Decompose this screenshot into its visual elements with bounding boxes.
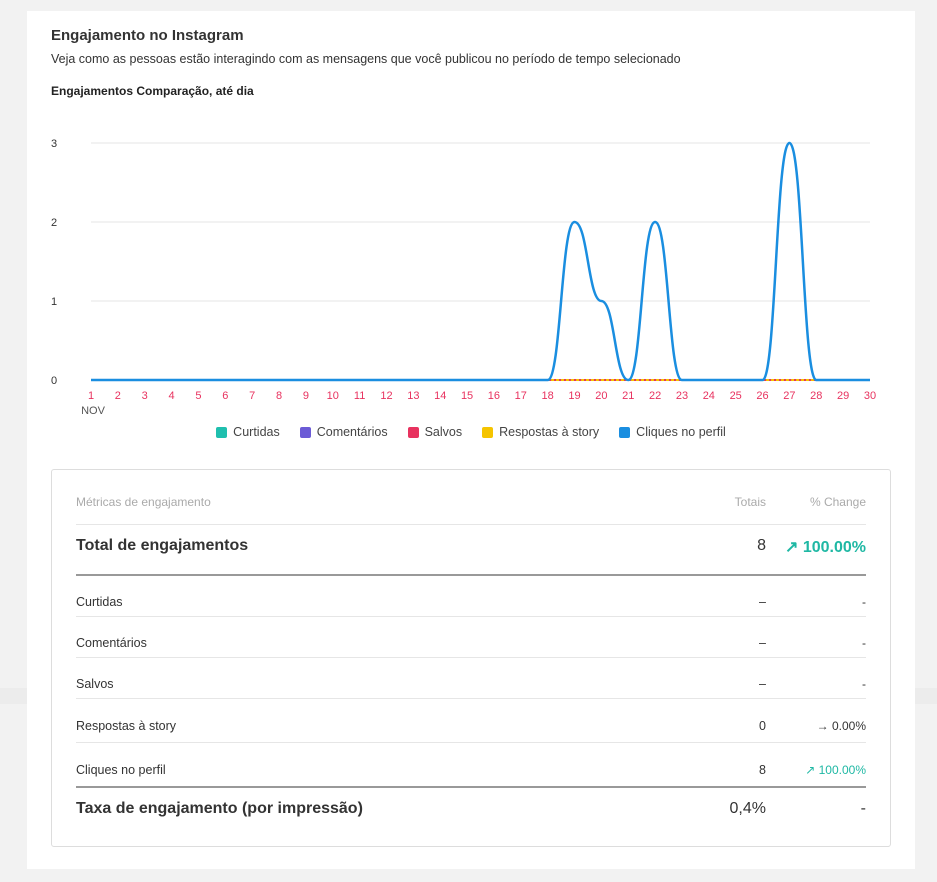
divider [76,574,866,576]
y-tick-label: 1 [51,296,57,308]
metric-label: Comentários [76,636,147,650]
legend-item[interactable]: Cliques no perfil [619,425,726,439]
legend-swatch [216,426,228,438]
x-tick-label: 28 [810,390,822,402]
x-tick-label: 23 [676,390,688,402]
legend-swatch [482,426,494,438]
x-tick-label: 11 [354,390,365,402]
legend-item[interactable]: Salvos [407,425,463,439]
x-tick-label: 1 [88,390,94,402]
x-tick-label: 27 [783,390,795,402]
x-tick-label: 12 [380,390,392,402]
y-tick-label: 0 [51,375,57,387]
metric-total: – [759,595,766,609]
x-tick-label: 3 [142,390,148,402]
metric-label: Cliques no perfil [76,763,166,777]
legend-label: Comentários [316,425,388,439]
metric-total: 8 [759,763,766,777]
x-tick-label: 5 [195,390,201,402]
divider [76,698,866,699]
legend-item[interactable]: Respostas à story [482,425,599,439]
divider [76,786,866,788]
x-tick-label: 9 [303,390,309,402]
metric-label: Salvos [76,677,114,691]
divider [76,616,866,617]
engagement-metrics-table: Métricas de engajamento Totais % Change … [51,469,891,847]
x-tick-label: 17 [515,390,527,402]
x-tick-label: 26 [756,390,768,402]
legend-label: Salvos [424,425,463,439]
metric-change: → 0.00% [816,719,866,733]
legend-item[interactable]: Curtidas [216,425,280,439]
x-tick-label: 18 [542,390,554,402]
y-tick-label: 3 [51,138,57,150]
x-tick-label: 6 [222,390,228,402]
metric-label: Respostas à story [76,719,177,733]
engagement-card: Engajamento no Instagram Veja como as pe… [27,11,915,869]
x-tick-label: 13 [407,390,419,402]
metric-change: - [862,595,866,609]
series-line-cliques-no-perfil [91,141,870,382]
engagement-rate-change: - [860,800,866,817]
metric-total: 0 [759,719,766,733]
legend-swatch [619,426,631,438]
x-tick-label: 2 [115,390,121,402]
metric-label: Curtidas [76,595,123,609]
x-tick-label: 25 [730,390,742,402]
x-tick-label: 19 [568,390,580,402]
total-engagements-change: ↗ 100.00% [784,539,866,556]
x-tick-label: 22 [649,390,661,402]
card-subtitle: Veja como as pessoas estão interagindo c… [51,52,681,66]
legend-swatch [407,426,419,438]
x-tick-label: 4 [169,390,175,402]
legend-item[interactable]: Comentários [299,425,388,439]
x-tick-label: 7 [249,390,255,402]
header-change: % Change [809,495,866,509]
total-engagements-label: Total de engajamentos [76,537,249,554]
y-tick-label: 2 [51,217,57,229]
legend-label: Curtidas [233,425,280,439]
x-tick-label: 14 [434,390,446,402]
metric-change: - [862,636,866,650]
metric-total: – [759,636,766,650]
card-title: Engajamento no Instagram [51,27,244,44]
legend-label: Cliques no perfil [636,425,726,439]
metric-change: ↗ 100.00% [805,763,866,777]
divider [76,657,866,658]
metric-total: – [759,677,766,691]
legend-label: Respostas à story [499,425,600,439]
x-tick-label: 15 [461,390,473,402]
divider [76,524,866,525]
chart-title: Engajamentos Comparação, até dia [51,84,254,98]
divider [76,742,866,743]
engagement-rate-label: Taxa de engajamento (por impressão) [76,800,363,817]
legend-swatch [299,426,311,438]
x-tick-label: 16 [488,390,500,402]
x-tick-label: 30 [864,390,876,402]
header-metric: Métricas de engajamento [76,495,211,509]
engagement-rate-value: 0,4% [729,800,766,817]
x-tick-label: 20 [595,390,607,402]
x-tick-label: 21 [622,390,634,402]
header-totals: Totais [734,495,766,509]
chart-legend: Curtidas Comentários Salvos Respostas à sto… [27,425,915,439]
x-tick-label: 10 [327,390,339,402]
total-engagements-value: 8 [757,537,766,554]
x-tick-label: 8 [276,390,282,402]
x-month-label: NOV [81,405,106,417]
metric-change: - [862,677,866,691]
x-tick-label: 29 [837,390,849,402]
x-tick-label: 24 [703,390,715,402]
